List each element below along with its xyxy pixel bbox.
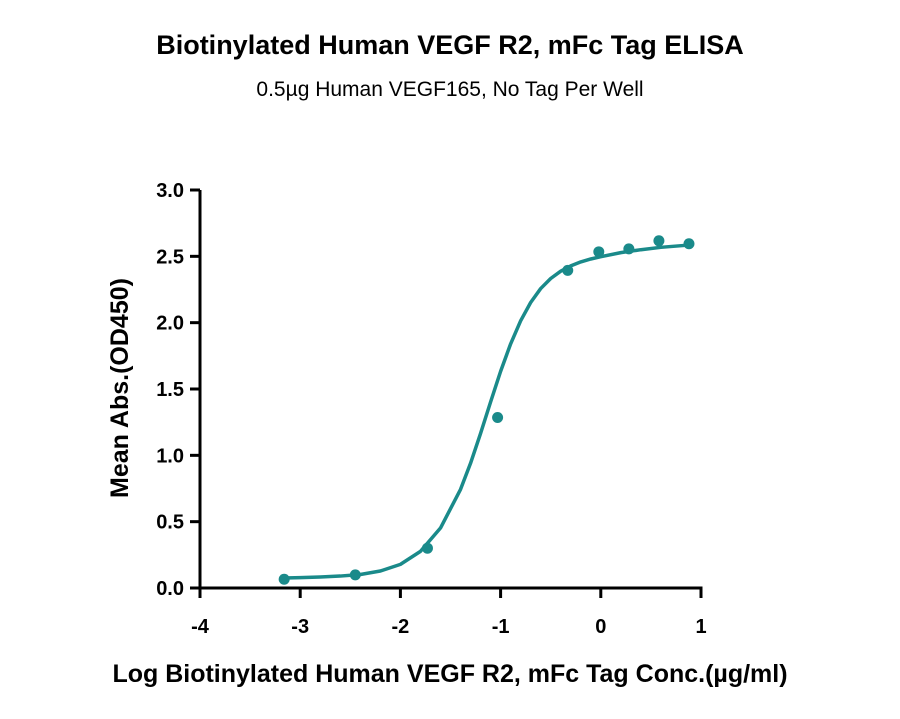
y-tick-label: 1.5 [156,379,184,401]
data-point [593,246,605,258]
y-tick-label: 2.5 [156,246,184,268]
y-tick-label: 0.5 [156,512,184,534]
y-tick-label: 3.0 [156,180,184,202]
x-ticks: -4 -3 -2 -1 0 1 [191,588,707,638]
chart-subtitle: 0.5µg Human VEGF165, No Tag Per Well [256,78,644,101]
x-tick-label: -1 [492,616,510,638]
chart-title: Biotinylated Human VEGF R2, mFc Tag ELIS… [156,30,744,60]
data-point [653,235,665,247]
data-points [278,235,695,585]
x-tick-label: -4 [191,616,210,638]
data-point [492,412,504,424]
data-point [421,542,433,554]
fit-curve [282,243,691,580]
data-point [683,238,695,250]
y-tick-label: 2.0 [156,313,184,335]
x-tick-label: 1 [695,616,706,638]
x-tick-label: -2 [392,616,410,638]
data-point [278,573,290,585]
data-point [349,569,361,581]
y-tick-label: 0.0 [156,578,184,600]
x-tick-label: 0 [595,616,606,638]
y-tick-label: 1.0 [156,445,184,467]
x-tick-label: -3 [291,616,309,638]
y-axis-label: Mean Abs.(OD450) [106,278,134,498]
data-point [562,264,574,276]
x-axis-label: Log Biotinylated Human VEGF R2, mFc Tag … [112,660,787,688]
data-point [623,243,635,255]
y-ticks: 0.0 0.5 1.0 1.5 2.0 2.5 3.0 [156,180,200,600]
